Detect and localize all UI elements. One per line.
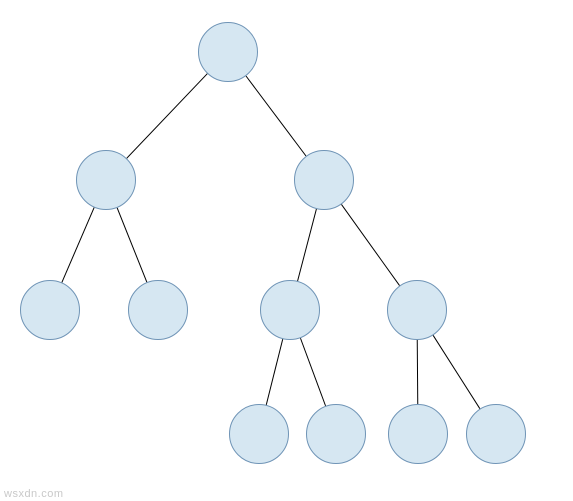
tree-edge xyxy=(433,335,480,408)
tree-node xyxy=(387,280,447,340)
tree-edge xyxy=(117,208,147,282)
tree-node xyxy=(128,280,188,340)
tree-edge xyxy=(298,209,317,281)
tree-node xyxy=(20,280,80,340)
tree-node xyxy=(294,150,354,210)
tree-edge xyxy=(62,208,94,283)
tree-node xyxy=(76,150,136,210)
tree-node xyxy=(466,404,526,464)
tree-edge xyxy=(417,340,418,404)
tree-edge xyxy=(127,74,208,159)
tree-edge xyxy=(341,204,399,285)
tree-node xyxy=(198,22,258,82)
tree-node xyxy=(388,404,448,464)
tree-edge xyxy=(246,76,306,156)
watermark-text: wsxdn.com xyxy=(4,488,64,500)
tree-node xyxy=(229,404,289,464)
tree-edge xyxy=(266,339,282,405)
tree-node xyxy=(306,404,366,464)
tree-node xyxy=(260,280,320,340)
tree-edge xyxy=(300,338,325,406)
